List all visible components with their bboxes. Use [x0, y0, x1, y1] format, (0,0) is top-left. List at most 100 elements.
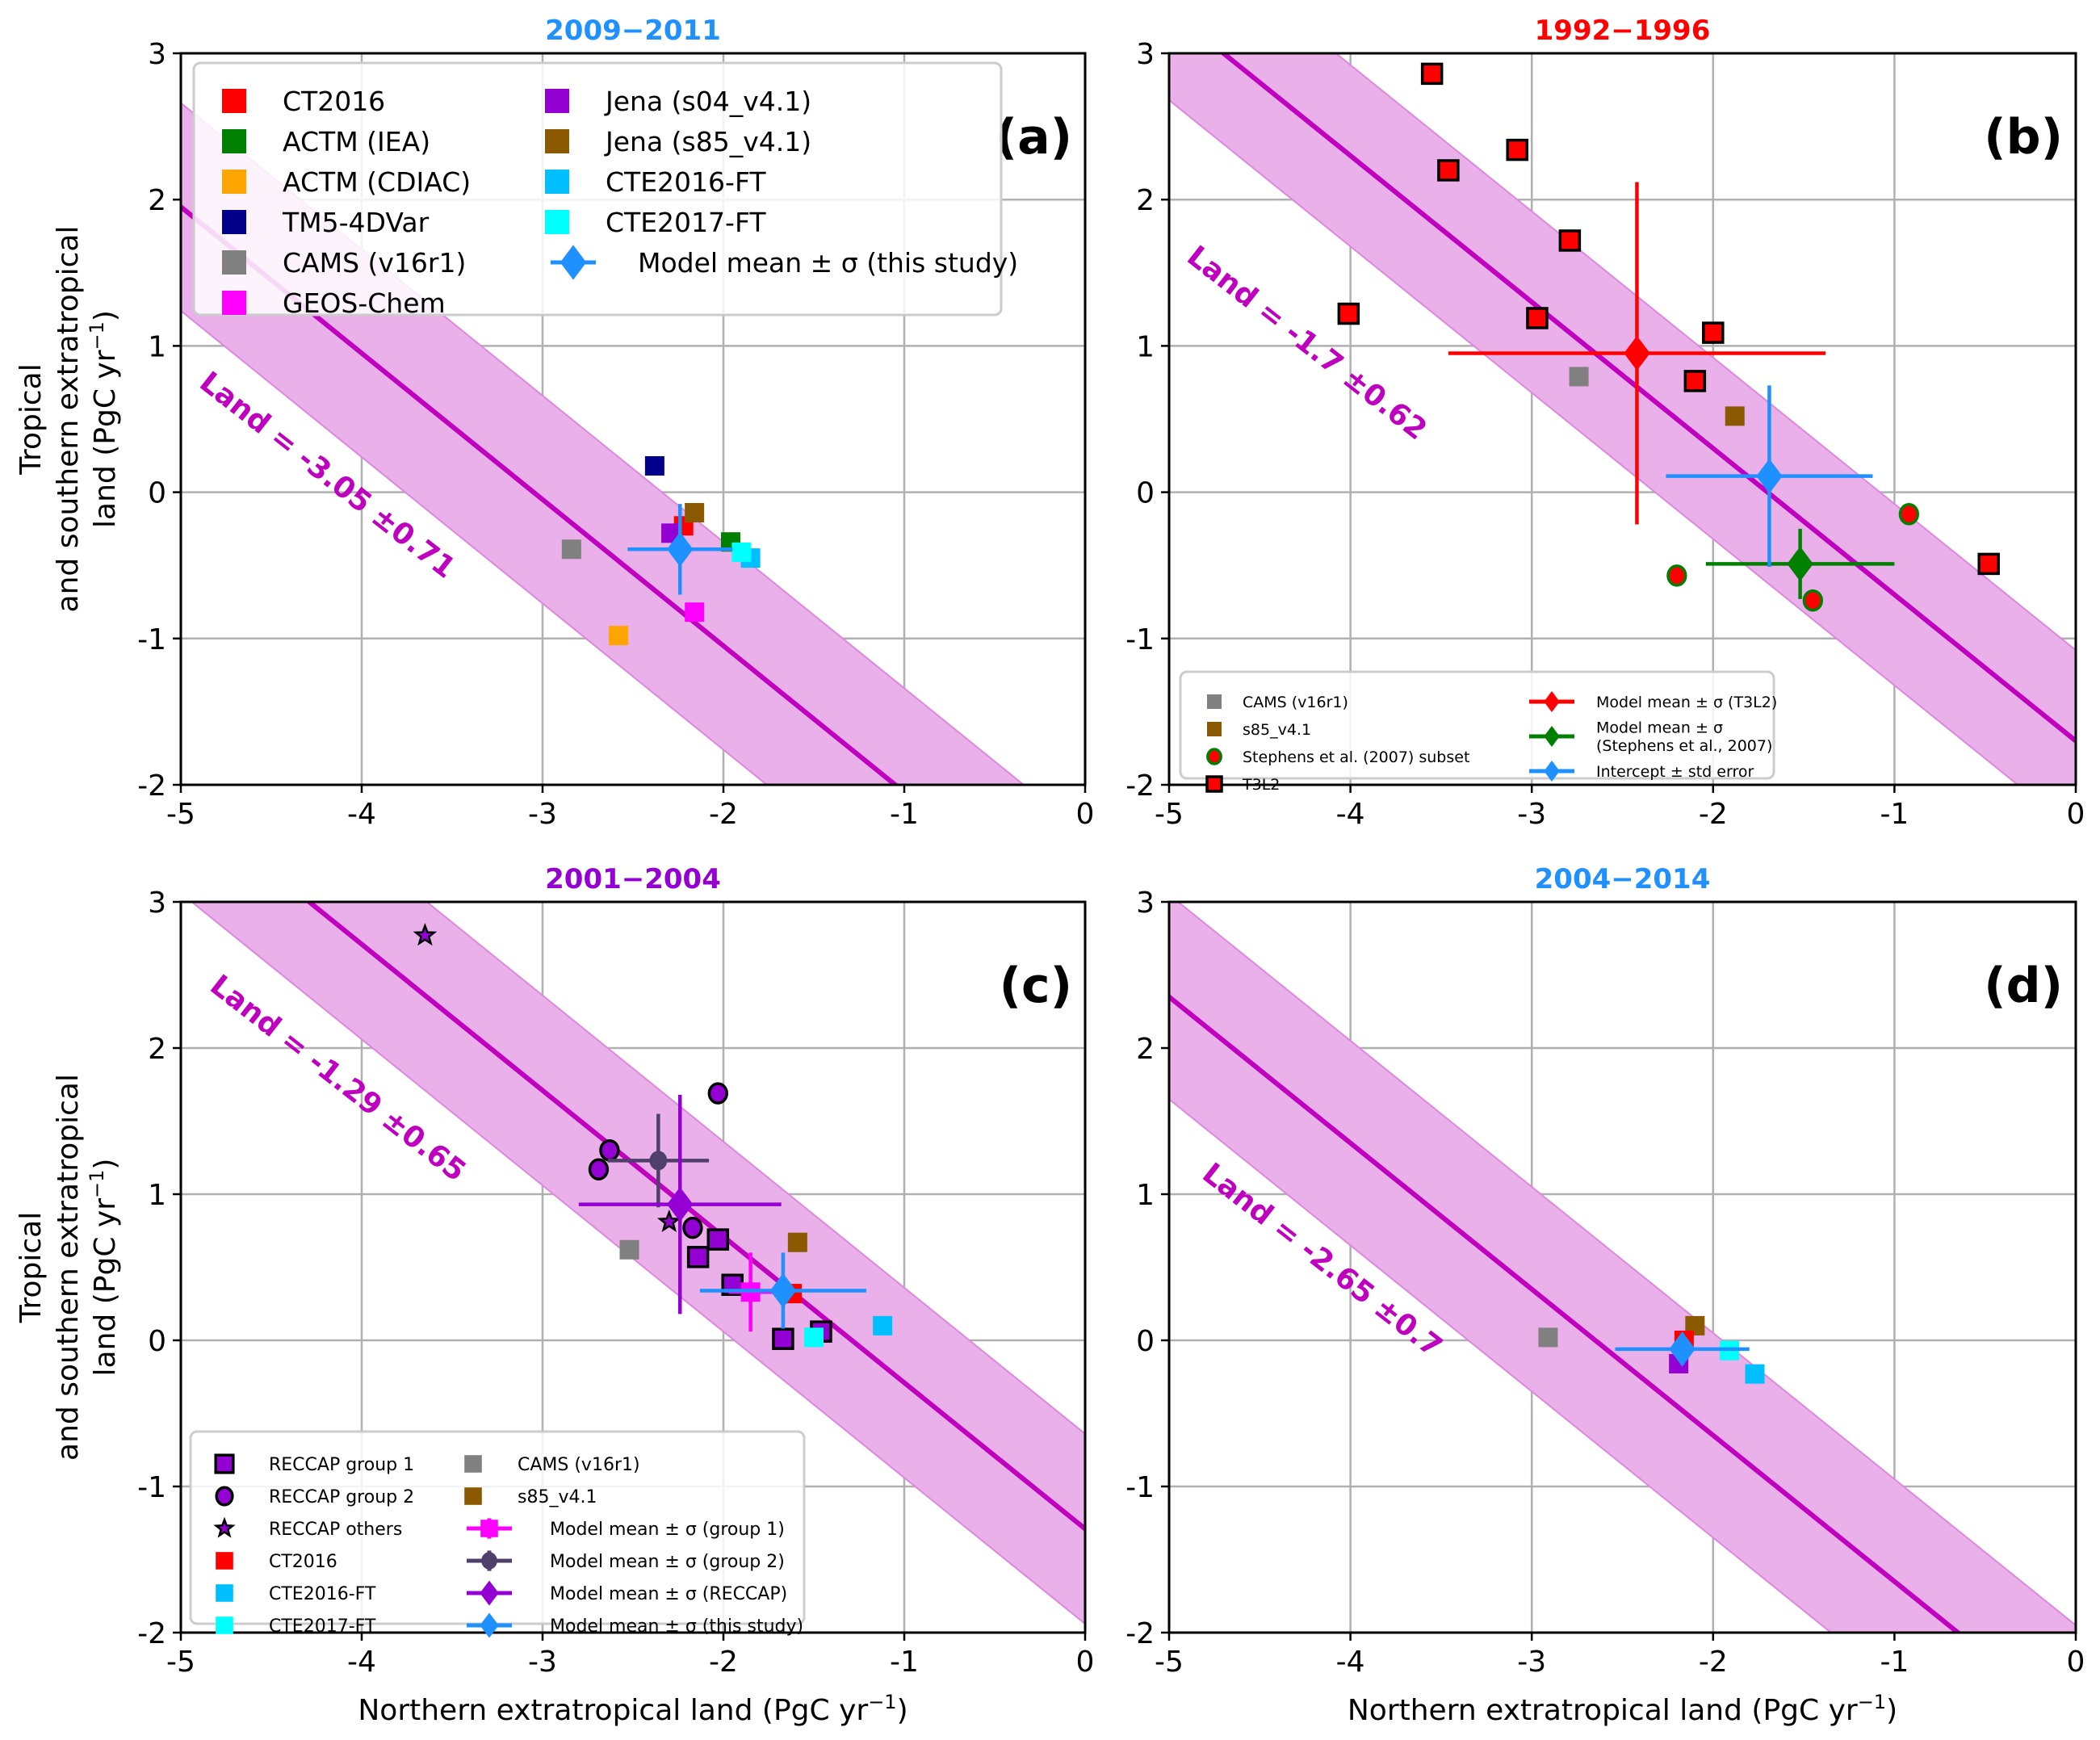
- legend-marker: [222, 210, 246, 234]
- panel-title: 2009−2011: [545, 15, 721, 47]
- x-tick-label: 0: [1076, 1646, 1095, 1679]
- legend-label: TM5-4DVar: [282, 207, 430, 238]
- data-point: [413, 923, 438, 946]
- y-tick-label: -2: [1125, 769, 1155, 803]
- x-axis-label-close: ): [1886, 1694, 1897, 1727]
- x-tick-label: -4: [347, 1646, 376, 1679]
- series-7: [685, 502, 705, 522]
- legend-label: Model mean ± σ (group 1): [550, 1520, 785, 1540]
- series-2: [413, 923, 681, 1232]
- x-axis-label-sup: −1: [868, 1691, 896, 1713]
- x-axis-label-text: Northern extratropical land (PgC yr: [358, 1694, 868, 1727]
- series-3: [644, 455, 664, 476]
- data-point: [1725, 406, 1745, 426]
- legend-item: Model mean ± σ (T3L2): [1529, 691, 1777, 712]
- series-6: [1666, 385, 1873, 568]
- legend-label: CTE2017-FT: [606, 207, 766, 238]
- legend-marker: [481, 1552, 497, 1570]
- y-axis-label-line: and southern extratropical: [52, 1074, 85, 1461]
- mean-marker: [1756, 459, 1783, 494]
- legend-item: Model mean ± σ (group 1): [467, 1518, 785, 1540]
- x-tick-label: 0: [1076, 798, 1095, 831]
- legend-label: RECCAP group 2: [269, 1487, 414, 1507]
- legend-item: GEOS-Chem: [222, 287, 446, 319]
- y-axis-label-text: land (PgC yr: [89, 1198, 122, 1377]
- series-2: [1666, 503, 1920, 612]
- series-4: [561, 539, 581, 560]
- legend-label: CT2016: [269, 1552, 337, 1572]
- legend-marker: [1207, 722, 1222, 736]
- legend-label: ACTM (CDIAC): [283, 166, 471, 198]
- panel-label: (d): [1984, 958, 2063, 1014]
- land-line: [1169, 993, 1962, 1633]
- legend-item: CT2016: [222, 86, 385, 117]
- x-tick-label: -5: [1155, 1646, 1184, 1679]
- x-tick-label: -2: [1699, 798, 1728, 831]
- uncertainty-band: [1169, 902, 2076, 1633]
- series-7: [787, 1232, 807, 1252]
- y-tick-label: -1: [137, 1471, 166, 1504]
- y-axis-label-text: land (PgC yr: [89, 350, 122, 528]
- data-point: [804, 1327, 824, 1348]
- y-tick-label: -2: [137, 769, 166, 803]
- legend-label: ACTM (IEA): [283, 126, 430, 157]
- data-point: [588, 1158, 610, 1180]
- data-point: [1337, 302, 1360, 325]
- legend-item: Intercept ± std error: [1529, 761, 1754, 782]
- legend-label: s85_v4.1: [1243, 721, 1311, 739]
- legend-item: CAMS (v16r1): [464, 1455, 640, 1475]
- series-9: [607, 1113, 710, 1208]
- x-tick-label: -2: [1699, 1646, 1728, 1679]
- y-tick-label: 1: [148, 1179, 166, 1212]
- x-axis-label: Northern extratropical land (PgC yr−1): [1348, 1691, 1897, 1727]
- uncertainty-band: [1169, 53, 2076, 785]
- legend-label: CAMS (v16r1): [1243, 694, 1348, 711]
- y-tick-label: 0: [1136, 1325, 1155, 1358]
- data-point: [1802, 589, 1823, 612]
- legend-item: CAMS (v16r1): [1207, 694, 1348, 711]
- y-axis-label-line: and southern extratropical: [52, 226, 85, 613]
- panel-label: (c): [1000, 958, 1072, 1014]
- legend-label: Intercept ± std error: [1596, 763, 1754, 781]
- legend-marker: [222, 89, 246, 113]
- legend-marker: [480, 1580, 499, 1606]
- legend-item: Model mean ± σ (RECCAP): [467, 1580, 787, 1606]
- legend-frame: [1179, 670, 1775, 780]
- y-tick-label: 1: [1136, 330, 1155, 363]
- x-tick-label: -1: [890, 1646, 919, 1679]
- data-point: [706, 1228, 730, 1251]
- y-tick-label: -2: [137, 1617, 166, 1650]
- data-point: [772, 1327, 794, 1350]
- data-point: [1666, 564, 1687, 587]
- data-point: [873, 1315, 893, 1335]
- legend-marker: [560, 245, 587, 280]
- x-axis-label-close: ): [897, 1694, 908, 1727]
- legend-marker: [213, 1516, 236, 1538]
- mean-marker: [667, 1187, 694, 1222]
- axes-frame: [179, 52, 1087, 786]
- series-1: [588, 1082, 728, 1239]
- legend-item: T3L2: [1205, 775, 1280, 794]
- series-1: [1725, 406, 1745, 426]
- y-axis-label-line: Tropical: [15, 1212, 48, 1323]
- legend-item: Stephens et al. (2007) subset: [1206, 748, 1469, 766]
- panel-title: 2001−2004: [545, 863, 721, 895]
- y-tick-label: 2: [148, 184, 166, 217]
- x-tick-label: -4: [347, 798, 376, 831]
- x-axis-label-sup: −1: [1858, 1691, 1886, 1713]
- legend-marker: [222, 129, 246, 153]
- legend-item: ACTM (CDIAC): [222, 166, 471, 198]
- legend-marker: [464, 1455, 482, 1473]
- legend-marker: [1544, 726, 1560, 747]
- legend-marker: [545, 129, 569, 153]
- legend-item: s85_v4.1: [1207, 721, 1311, 739]
- legend-marker: [545, 170, 569, 194]
- data-point: [1745, 1364, 1765, 1384]
- x-tick-label: 0: [2067, 1646, 2085, 1679]
- legend-marker: [545, 210, 569, 234]
- legend-item: Model mean ± σ (Stephens et al., 2007): [1529, 719, 1772, 755]
- x-tick-label: -5: [166, 1646, 195, 1679]
